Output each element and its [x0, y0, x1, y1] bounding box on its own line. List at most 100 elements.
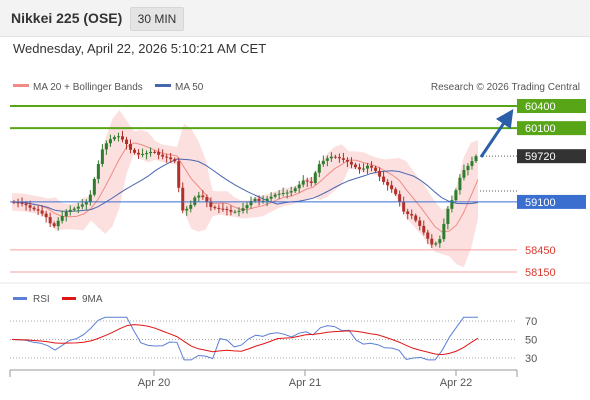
candle-body: [193, 197, 197, 205]
candle-body: [438, 239, 442, 244]
candle-body: [325, 158, 329, 161]
candle-body: [233, 211, 237, 213]
ma50-legend-swatch: [155, 84, 171, 87]
candle-body: [414, 215, 418, 221]
candle-body: [345, 159, 349, 162]
candle-body: [430, 238, 434, 245]
candle-body: [362, 168, 366, 170]
candle-body: [209, 201, 213, 208]
candle-body: [205, 197, 209, 202]
candle-body: [366, 165, 370, 169]
candle-body: [442, 223, 446, 240]
candle-body: [313, 172, 317, 183]
rsi-ma-line: [11, 324, 479, 356]
x-axis-tick-label: Apr 22: [440, 377, 472, 389]
candle-body: [241, 208, 245, 211]
x-axis-tick-label: Apr 20: [138, 377, 170, 389]
candle-body: [145, 153, 149, 155]
candle-body: [450, 200, 454, 209]
candle-body: [434, 243, 438, 245]
candle-body: [382, 176, 386, 182]
candle-body: [470, 161, 474, 166]
candle-body: [253, 198, 257, 202]
candle-body: [281, 192, 285, 194]
candle-body: [402, 202, 406, 212]
current-price-label: 59720: [525, 151, 556, 163]
candle-body: [321, 160, 325, 165]
ma20-legend-swatch: [13, 84, 29, 87]
candle-body: [48, 217, 52, 224]
candle-body: [96, 163, 100, 179]
candle-body: [20, 202, 24, 204]
candle-body: [213, 207, 217, 209]
candle-body: [257, 198, 261, 201]
candle-body: [104, 143, 108, 150]
candle-body: [297, 184, 301, 189]
support-label: 58150: [525, 267, 556, 279]
candle-body: [309, 181, 313, 183]
candle-body: [426, 232, 430, 239]
candle-body: [137, 152, 141, 155]
candle-body: [337, 157, 341, 159]
current-price-box: [517, 149, 586, 164]
rsi-ma-legend-label: 9MA: [82, 294, 103, 305]
candle-body: [446, 208, 450, 224]
chart-header: Nikkei 225 (OSE) 30 MIN: [0, 0, 590, 37]
chart-credit: Research © 2026 Trading Central: [431, 82, 580, 93]
candle-body: [36, 209, 40, 211]
candle-body: [454, 190, 458, 201]
candle-body: [153, 151, 157, 153]
candle-body: [32, 207, 36, 210]
candle-body: [353, 164, 357, 168]
candle-body: [60, 216, 64, 221]
pivot-label-box: [517, 194, 586, 209]
candle-body: [261, 200, 265, 202]
candle-body: [173, 159, 177, 162]
candlesticks: [12, 130, 478, 249]
moving-averages: [11, 142, 479, 233]
rsi-pane: 70 50 30: [10, 316, 537, 365]
x-axis-tick-label: Apr 21: [289, 377, 321, 389]
candle-body: [249, 201, 253, 206]
candle-body: [201, 195, 205, 198]
candle-body: [265, 198, 269, 201]
candle-body: [149, 151, 153, 154]
candle-body: [72, 208, 76, 210]
candle-body: [100, 149, 104, 164]
ma50-legend-label: MA 50: [175, 82, 204, 93]
candle-body: [124, 139, 128, 144]
candle-body: [161, 154, 165, 157]
candle-body: [88, 194, 92, 203]
candle-body: [120, 136, 124, 140]
chart-title: Nikkei 225 (OSE): [11, 10, 123, 26]
candle-body: [390, 185, 394, 190]
candle-body: [285, 192, 289, 194]
candle-body: [341, 158, 345, 160]
ma50-line: [11, 158, 479, 212]
bollinger-band-fill: [12, 109, 478, 268]
chart-datetime: Wednesday, April 22, 2026 5:10:21 AM CET: [13, 41, 267, 56]
candle-body: [418, 220, 422, 226]
candle-body: [84, 202, 88, 205]
support-label: 58450: [525, 245, 556, 257]
candle-body: [329, 156, 333, 159]
candle-body: [129, 143, 133, 150]
candle-body: [422, 225, 426, 233]
candle-body: [217, 207, 221, 209]
candle-body: [289, 191, 293, 193]
candle-body: [76, 206, 80, 209]
candle-body: [112, 137, 116, 140]
x-axis: Apr 20 Apr 21 Apr 22: [138, 370, 472, 389]
candle-body: [293, 188, 297, 192]
candle-body: [410, 214, 414, 216]
bollinger-bands: [12, 109, 478, 268]
candle-body: [141, 153, 145, 155]
timeframe-badge[interactable]: 30 MIN: [130, 7, 184, 31]
candle-body: [221, 208, 225, 210]
candle-body: [406, 211, 410, 215]
candle-body: [269, 196, 273, 199]
candle-body: [80, 204, 84, 207]
candle-body: [273, 194, 277, 197]
candle-body: [225, 209, 229, 211]
candle-body: [245, 205, 249, 209]
